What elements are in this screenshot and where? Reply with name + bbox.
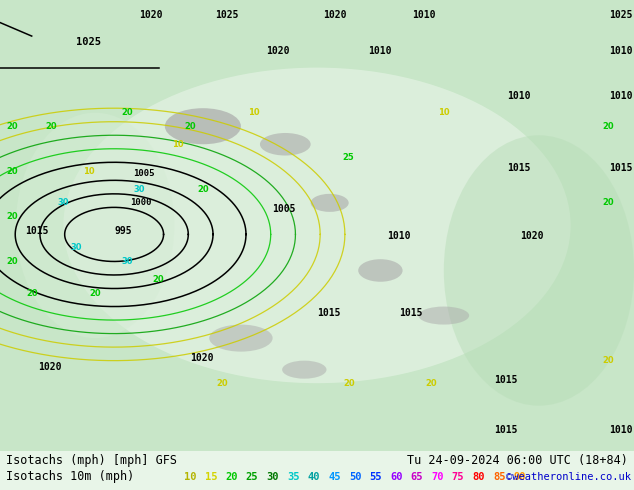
Text: 30: 30	[266, 472, 279, 482]
Text: 1020: 1020	[266, 46, 290, 56]
Text: 1025: 1025	[216, 10, 239, 20]
Text: 1010: 1010	[609, 425, 632, 435]
Text: 10: 10	[83, 167, 94, 176]
Text: 1015: 1015	[25, 226, 49, 236]
Text: 75: 75	[452, 472, 464, 482]
Ellipse shape	[311, 194, 349, 212]
Text: 1020: 1020	[139, 10, 163, 20]
Text: 1015: 1015	[609, 163, 632, 173]
Text: 1010: 1010	[609, 46, 632, 56]
Text: 70: 70	[431, 472, 444, 482]
Text: 10: 10	[184, 472, 197, 482]
Text: 1025: 1025	[76, 37, 101, 47]
Text: 1005: 1005	[133, 169, 155, 178]
Ellipse shape	[260, 133, 311, 155]
Text: ©weatheronline.co.uk: ©weatheronline.co.uk	[506, 472, 631, 482]
Text: 1015: 1015	[317, 308, 340, 318]
Text: 45: 45	[328, 472, 340, 482]
Text: 1010: 1010	[507, 91, 531, 101]
Text: 50: 50	[349, 472, 361, 482]
Text: 995: 995	[114, 226, 132, 236]
Text: 35: 35	[287, 472, 299, 482]
Text: 90: 90	[514, 472, 526, 482]
Ellipse shape	[165, 108, 241, 144]
Text: 20: 20	[225, 472, 238, 482]
Text: Tu 24-09-2024 06:00 UTC (18+84): Tu 24-09-2024 06:00 UTC (18+84)	[407, 454, 628, 467]
Ellipse shape	[282, 361, 327, 379]
Text: 1010: 1010	[387, 231, 410, 241]
Text: 20: 20	[26, 289, 37, 297]
Text: 20: 20	[7, 212, 18, 221]
Text: 20: 20	[603, 356, 614, 365]
Text: 30: 30	[70, 244, 82, 252]
Text: 1010: 1010	[412, 10, 436, 20]
Text: 1025: 1025	[609, 10, 632, 20]
Text: 1015: 1015	[399, 308, 423, 318]
Text: 1015: 1015	[495, 375, 518, 385]
Text: 20: 20	[7, 167, 18, 176]
Text: Isotachs 10m (mph): Isotachs 10m (mph)	[6, 470, 134, 483]
Text: 20: 20	[216, 379, 228, 388]
Text: 1015: 1015	[507, 163, 531, 173]
Text: 1005: 1005	[273, 204, 296, 214]
Text: 20: 20	[184, 122, 196, 131]
Text: 85: 85	[493, 472, 505, 482]
Text: 65: 65	[411, 472, 423, 482]
Ellipse shape	[63, 68, 571, 383]
Text: 20: 20	[7, 257, 18, 266]
Text: 1010: 1010	[368, 46, 391, 56]
Ellipse shape	[16, 113, 174, 338]
Text: 1000: 1000	[130, 198, 152, 207]
Ellipse shape	[444, 135, 634, 406]
Text: 10: 10	[248, 108, 259, 117]
Text: 25: 25	[246, 472, 258, 482]
Text: 20: 20	[45, 122, 56, 131]
Text: 1020: 1020	[190, 353, 214, 363]
Text: 1020: 1020	[323, 10, 347, 20]
Text: 20: 20	[7, 122, 18, 131]
Ellipse shape	[418, 307, 469, 324]
Text: 80: 80	[472, 472, 485, 482]
Text: Isotachs (mph) [mph] GFS: Isotachs (mph) [mph] GFS	[6, 454, 178, 467]
Text: 30: 30	[134, 185, 145, 194]
Text: 1020: 1020	[520, 231, 543, 241]
Text: 25: 25	[343, 153, 354, 162]
Text: 30: 30	[58, 198, 69, 207]
Text: 20: 20	[121, 108, 133, 117]
Text: 20: 20	[603, 198, 614, 207]
Text: 10: 10	[172, 140, 183, 149]
Text: 1015: 1015	[495, 425, 518, 435]
Text: 1020: 1020	[38, 362, 61, 371]
Text: 30: 30	[121, 257, 133, 266]
Text: 20: 20	[153, 275, 164, 284]
Text: 20: 20	[603, 122, 614, 131]
Text: 15: 15	[205, 472, 217, 482]
Text: 20: 20	[343, 379, 354, 388]
Ellipse shape	[358, 259, 403, 282]
Text: 40: 40	[307, 472, 320, 482]
Text: 20: 20	[197, 185, 209, 194]
Text: 1010: 1010	[609, 91, 632, 101]
Text: 20: 20	[425, 379, 437, 388]
Text: 60: 60	[390, 472, 403, 482]
Ellipse shape	[209, 324, 273, 352]
Text: 55: 55	[370, 472, 382, 482]
Text: 10: 10	[438, 108, 450, 117]
Text: 20: 20	[89, 289, 101, 297]
